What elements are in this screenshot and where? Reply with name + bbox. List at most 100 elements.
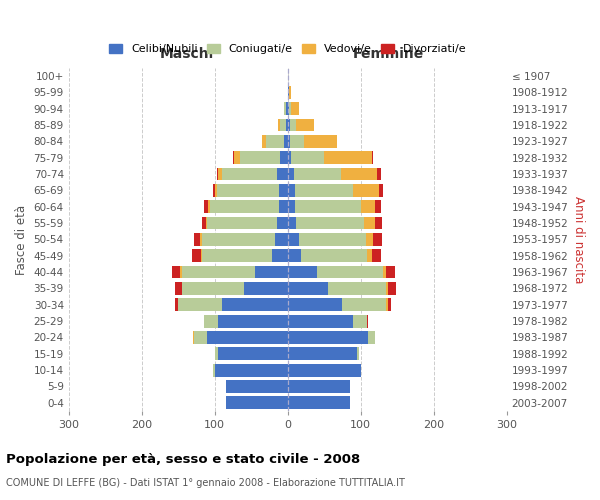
Bar	[222, 298, 287, 311]
Bar	[205, 200, 287, 213]
Bar	[287, 102, 292, 115]
Bar	[287, 298, 386, 311]
Bar	[287, 266, 317, 278]
Bar	[255, 266, 287, 278]
Bar	[215, 348, 287, 360]
Bar	[287, 233, 299, 246]
Bar	[287, 282, 386, 295]
Bar	[226, 396, 287, 409]
Bar	[202, 217, 287, 230]
Bar	[202, 233, 287, 246]
Bar	[213, 184, 287, 197]
Bar	[218, 348, 287, 360]
Bar	[244, 282, 287, 295]
Bar	[287, 233, 366, 246]
Bar	[262, 135, 287, 148]
Bar	[287, 266, 395, 278]
Bar	[287, 364, 361, 376]
Bar	[287, 396, 350, 409]
Bar	[287, 135, 337, 148]
Bar	[287, 266, 383, 278]
Bar	[233, 152, 287, 164]
Bar	[262, 135, 287, 148]
Bar	[287, 118, 314, 132]
Text: Maschi: Maschi	[160, 47, 214, 61]
Bar	[226, 380, 287, 393]
Bar	[192, 250, 287, 262]
Bar	[279, 200, 287, 213]
Bar	[226, 396, 287, 409]
Bar	[287, 364, 361, 376]
Text: Popolazione per età, sesso e stato civile - 2008: Popolazione per età, sesso e stato civil…	[6, 452, 360, 466]
Bar	[287, 315, 353, 328]
Bar	[287, 348, 357, 360]
Bar	[287, 135, 337, 148]
Bar	[287, 315, 368, 328]
Bar	[202, 250, 287, 262]
Bar	[287, 102, 299, 115]
Bar	[226, 380, 287, 393]
Bar	[182, 282, 287, 295]
Bar	[287, 168, 381, 180]
Bar	[217, 184, 287, 197]
Bar	[279, 184, 287, 197]
Bar	[287, 102, 289, 115]
Bar	[286, 118, 287, 132]
Bar	[240, 152, 287, 164]
Bar	[287, 282, 328, 295]
Bar	[287, 184, 379, 197]
Bar	[204, 315, 287, 328]
Bar	[209, 200, 287, 213]
Bar	[287, 380, 350, 393]
Bar	[287, 200, 295, 213]
Bar	[284, 102, 287, 115]
Bar	[287, 200, 361, 213]
Bar	[287, 250, 367, 262]
Bar	[287, 86, 289, 99]
Bar	[178, 298, 287, 311]
Bar	[182, 282, 287, 295]
Bar	[287, 217, 382, 230]
Bar	[287, 282, 388, 295]
Bar	[287, 168, 293, 180]
Bar	[226, 380, 287, 393]
Bar	[287, 118, 290, 132]
Bar	[287, 331, 368, 344]
Bar	[287, 217, 296, 230]
Bar	[287, 152, 371, 164]
Bar	[235, 152, 287, 164]
Bar	[208, 200, 287, 213]
Bar	[201, 250, 287, 262]
Bar	[286, 102, 287, 115]
Bar	[200, 233, 287, 246]
Bar	[287, 152, 324, 164]
Bar	[287, 86, 289, 99]
Bar	[175, 282, 287, 295]
Bar	[193, 331, 287, 344]
Bar	[287, 250, 381, 262]
Bar	[213, 364, 287, 376]
Bar	[280, 118, 287, 132]
Bar	[266, 135, 287, 148]
Bar	[287, 135, 290, 148]
Bar	[213, 364, 287, 376]
Bar	[287, 152, 292, 164]
Bar	[178, 298, 287, 311]
Bar	[226, 396, 287, 409]
Bar	[287, 396, 350, 409]
Bar	[215, 184, 287, 197]
Bar	[287, 396, 350, 409]
Bar	[284, 102, 287, 115]
Bar	[280, 152, 287, 164]
Bar	[287, 233, 373, 246]
Bar	[287, 298, 388, 311]
Bar	[287, 250, 301, 262]
Bar	[206, 217, 287, 230]
Bar	[284, 135, 287, 148]
Bar	[194, 331, 287, 344]
Bar	[287, 315, 367, 328]
Bar	[287, 200, 376, 213]
Y-axis label: Fasce di età: Fasce di età	[15, 204, 28, 274]
Bar	[287, 118, 296, 132]
Bar	[287, 364, 361, 376]
